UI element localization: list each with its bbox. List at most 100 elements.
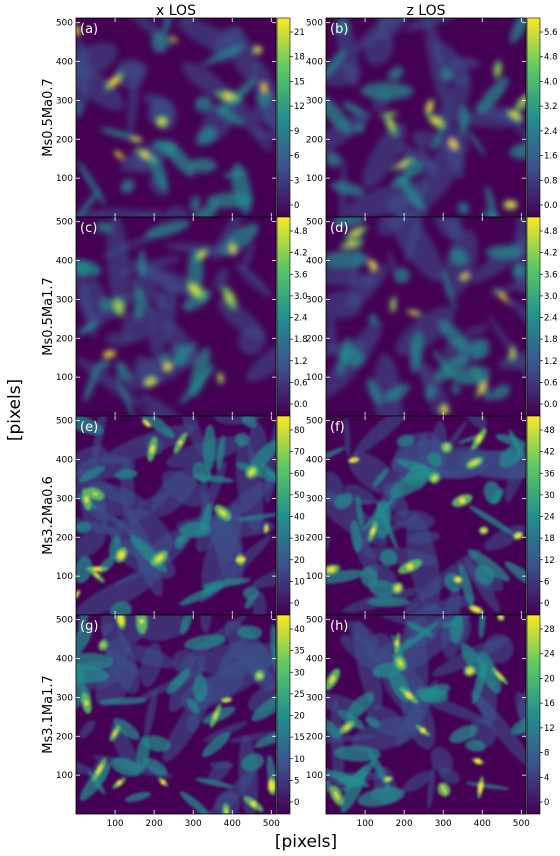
panel-frame bbox=[75, 614, 277, 815]
colorbar-tick-label: 20 bbox=[294, 556, 305, 566]
row-label: Ms3.1Ma1.7 bbox=[41, 675, 56, 754]
y-tick-label: 400 bbox=[56, 456, 73, 466]
colorbar-tick-label: 4.8 bbox=[544, 227, 558, 237]
panel-image bbox=[76, 18, 276, 217]
figure-xlabel: [pixels] bbox=[275, 832, 337, 852]
y-tick-label: 200 bbox=[306, 732, 323, 742]
colorbar-tick-label: 3.0 bbox=[544, 292, 558, 302]
panel-h: 100 200 300 400 500 500 400 300 200 100 (h) 28 24 20 1… bbox=[306, 614, 555, 829]
colorbar-tick-label: 0.6 bbox=[544, 378, 558, 388]
x-tick-label: 300 bbox=[435, 819, 452, 829]
colorbar-tick-label: 18 bbox=[544, 534, 555, 544]
panel-label: (f) bbox=[330, 420, 345, 435]
colorbar-tick-label: 0.6 bbox=[294, 378, 308, 388]
column-title-z-los: z LOS bbox=[406, 3, 445, 19]
colorbar-tick-label: 4.8 bbox=[294, 227, 308, 237]
colorbar-tick-label: 10 bbox=[294, 755, 305, 765]
colorbar-tick-label: 48 bbox=[544, 426, 555, 436]
panel-image bbox=[326, 615, 526, 814]
colorbar-tick-label: 40 bbox=[294, 625, 305, 635]
colorbar-tick-label: 24 bbox=[544, 650, 555, 660]
colorbar-tick-label: 6 bbox=[294, 152, 299, 162]
colorbar-tick-label: 0.8 bbox=[544, 176, 558, 186]
colorbar-tick-label: 12 bbox=[544, 724, 555, 734]
y-tick-label: 100 bbox=[56, 572, 73, 582]
row-label: Ms0.5Ma0.7 bbox=[41, 78, 56, 157]
colorbar-tick-label: 50 bbox=[294, 491, 305, 501]
y-tick-label: 500 bbox=[56, 19, 73, 29]
colorbar-tick-label: 1.2 bbox=[294, 357, 308, 367]
panel-c: 500 400 300 200 100 (c) 4.8 4.2 3.6 3.0 2.4 1.8 1.2 0… bbox=[56, 216, 308, 417]
x-tick-label: 200 bbox=[396, 819, 413, 829]
y-tick-label: 300 bbox=[306, 96, 323, 106]
panel-image bbox=[76, 615, 276, 814]
panel-image bbox=[326, 217, 526, 416]
panel-image bbox=[326, 416, 526, 615]
colorbar-tick-label: 0.0 bbox=[294, 400, 308, 410]
y-tick-label: 400 bbox=[56, 655, 73, 665]
colorbar-tick-label: 8 bbox=[544, 749, 549, 759]
colorbar-tick-label: 0 bbox=[544, 798, 549, 808]
colorbar-tick-label: 35 bbox=[294, 647, 305, 657]
y-tick-label: 100 bbox=[306, 174, 323, 184]
panel-image bbox=[76, 217, 276, 416]
colorbar-tick-label: 24 bbox=[544, 513, 555, 523]
panels-layer: Ms0.5Ma0.7 Ms0.5Ma1.7 Ms3.2Ma0.6 Ms3.1Ma1.7… bbox=[41, 17, 558, 829]
colorbar-tick-label: 1.2 bbox=[544, 357, 558, 367]
colorbar-tick-label: 15 bbox=[294, 733, 305, 743]
colorbar-tick-label: 3.0 bbox=[294, 292, 308, 302]
colorbar-tick-label: 3.6 bbox=[294, 270, 308, 280]
colorbar-tick-label: 16 bbox=[544, 699, 555, 709]
y-tick-label: 400 bbox=[306, 655, 323, 665]
colorbar-tick-label: 0.0 bbox=[544, 201, 558, 211]
colorbar-tick-label: 9 bbox=[294, 127, 299, 137]
colorbar-tick-label: 20 bbox=[294, 712, 305, 722]
colorbar-tick-label: 12 bbox=[544, 556, 555, 566]
y-tick-label: 100 bbox=[306, 771, 323, 781]
y-tick-label: 200 bbox=[56, 732, 73, 742]
y-tick-label: 200 bbox=[306, 533, 323, 543]
colorbar-tick-label: 60 bbox=[294, 469, 305, 479]
colorbar-tick-label: 3 bbox=[294, 176, 299, 186]
y-tick-label: 300 bbox=[306, 693, 323, 703]
panel-f: 500 400 300 200 100 (f) 48 42 36 30 24 18 12 6 0 bbox=[306, 415, 555, 616]
colorbar-tick-label: 40 bbox=[294, 513, 305, 523]
y-tick-label: 500 bbox=[306, 218, 323, 228]
colorbar-tick-label: 80 bbox=[294, 426, 305, 436]
colorbar-tick-label: 15 bbox=[294, 77, 305, 87]
colorbar-tick-label: 3.6 bbox=[544, 270, 558, 280]
colorbar-tick-label: 2.4 bbox=[544, 127, 558, 137]
x-tick-label: 200 bbox=[146, 819, 163, 829]
x-tick-label: 300 bbox=[185, 819, 202, 829]
colorbar-tick-label: 70 bbox=[294, 448, 305, 458]
colorbar-tick-label: 20 bbox=[544, 674, 555, 684]
y-tick-label: 200 bbox=[306, 135, 323, 145]
y-tick-label: 200 bbox=[56, 334, 73, 344]
x-tick-label: 500 bbox=[263, 819, 280, 829]
colorbar-tick-label: 0.0 bbox=[544, 400, 558, 410]
panel-d: 500 400 300 200 100 (d) 4.8 4.2 3.6 3.0 2.4 1.8 1.2 0… bbox=[306, 216, 558, 417]
colorbar-tick-label: 2.4 bbox=[544, 314, 558, 324]
panel-b: 500 400 300 200 100 (b) 5.6 4.8 4.0 3.2 2.4 1.6 0.8 0… bbox=[306, 17, 558, 218]
colorbar-tick-label: 5 bbox=[294, 776, 299, 786]
colorbar-tick-label: 30 bbox=[294, 668, 305, 678]
colorbar-tick-label: 6 bbox=[544, 577, 549, 587]
y-tick-label: 300 bbox=[306, 494, 323, 504]
y-tick-label: 300 bbox=[56, 96, 73, 106]
colorbar-tick-label: 21 bbox=[294, 28, 305, 38]
row-label: Ms3.2Ma0.6 bbox=[41, 476, 56, 555]
y-tick-label: 500 bbox=[56, 616, 73, 626]
colorbar-tick-label: 3.2 bbox=[544, 102, 558, 112]
colorbar-tick-label: 0 bbox=[294, 599, 299, 609]
panel-frame bbox=[325, 614, 527, 815]
x-tick-label: 400 bbox=[224, 819, 241, 829]
y-tick-label: 500 bbox=[56, 218, 73, 228]
y-tick-label: 100 bbox=[56, 174, 73, 184]
y-tick-label: 500 bbox=[306, 19, 323, 29]
panel-image bbox=[76, 416, 276, 615]
figure-ylabel: [pixels] bbox=[5, 379, 25, 441]
colorbar-tick-label: 28 bbox=[544, 625, 555, 635]
